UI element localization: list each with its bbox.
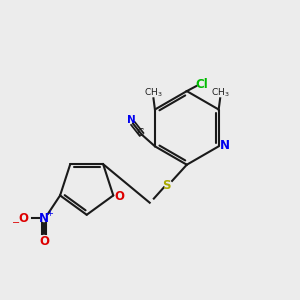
Text: Cl: Cl [196, 77, 208, 91]
Text: N: N [127, 116, 136, 125]
Text: N: N [39, 212, 49, 225]
Text: O: O [115, 190, 125, 202]
Text: CH$_3$: CH$_3$ [211, 86, 230, 99]
Text: −: − [13, 218, 21, 228]
Text: N: N [220, 139, 230, 152]
Text: S: S [162, 178, 170, 191]
Text: +: + [46, 209, 52, 218]
Text: CH$_3$: CH$_3$ [144, 86, 163, 99]
Text: O: O [39, 235, 49, 248]
Text: O: O [18, 212, 28, 225]
Text: C: C [136, 128, 144, 138]
